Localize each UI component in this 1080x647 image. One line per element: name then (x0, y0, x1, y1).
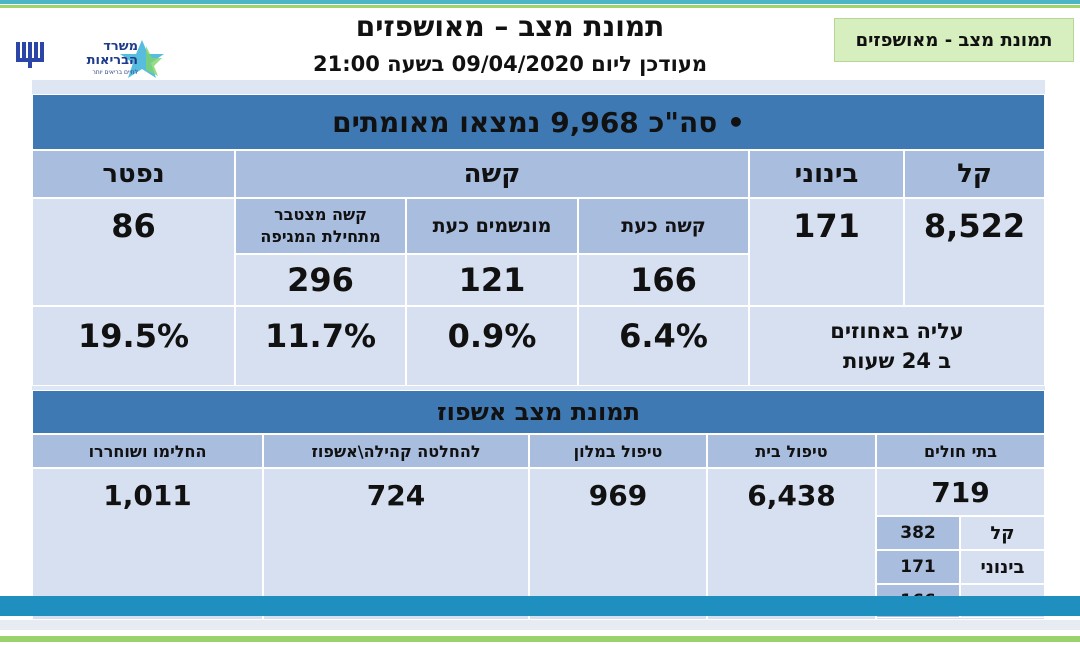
value-light: 8,522 (904, 198, 1045, 306)
header-hotel-care: טיפול במלון (529, 434, 707, 468)
breakdown-label-moderate: בינוני (960, 550, 1045, 584)
header-moderate: בינוני (749, 150, 904, 198)
value-home-care: 6,438 (707, 468, 876, 620)
pct-label-line1: עליה באחוזים (830, 319, 964, 343)
pct-increase-label: עליה באחוזים ב 24 שעות (749, 306, 1045, 386)
page-title: תמונת מצב – מאושפזים (355, 10, 665, 43)
bottom-stripe-green (0, 636, 1080, 642)
pct-severe-cumulative: 11.7% (235, 306, 406, 386)
header-recovered: החלימו ושוחררו (32, 434, 263, 468)
top-decorative-line (0, 0, 1080, 10)
header-severe: קשה (235, 150, 749, 198)
value-moderate: 171 (749, 198, 904, 306)
pct-ventilated-now: 0.9% (406, 306, 578, 386)
pct-severe-now: 6.4% (578, 306, 749, 386)
subheader-severe-now: קשה כעת (578, 198, 749, 254)
value-severe-now: 166 (578, 254, 749, 306)
logo-text: משרד הבריאות (86, 39, 138, 68)
header-deceased: נפטר (32, 150, 235, 198)
section-badge: תמונת מצב - מאושפזים (834, 18, 1074, 62)
subheader-ventilated-now: מונשמים כעת (406, 198, 578, 254)
header-home-care: טיפול בית (707, 434, 876, 468)
bottom-stripe-blue (0, 596, 1080, 616)
header-light: קל (904, 150, 1045, 198)
value-community-decision: 724 (263, 468, 529, 620)
breakdown-value-light: 382 (876, 516, 960, 550)
subheader-severe-cumulative: קשה מצטבר מתחילת המגיפה (235, 198, 406, 254)
header-hospitals: בתי חולים (876, 434, 1045, 468)
value-ventilated-now: 121 (406, 254, 578, 306)
value-deceased: 86 (32, 198, 235, 306)
pct-deceased: 19.5% (32, 306, 235, 386)
value-severe-cumulative: 296 (235, 254, 406, 306)
total-confirmed-banner: • סה"כ 9,968 נמצאו מאומתים (32, 94, 1045, 150)
ministry-logo: משרד הבריאות לחיים בריאים יותר (14, 36, 174, 82)
bottom-stripe-light (0, 620, 1080, 630)
header-community-decision: להחלטה קהילה\אשפוז (263, 434, 529, 468)
breakdown-value-moderate: 171 (876, 550, 960, 584)
value-hospitals: 719 (876, 468, 1045, 516)
menorah-star-logo-icon (16, 40, 164, 78)
update-timestamp: מעודכן ליום 09/04/2020 בשעה 21:00 (312, 52, 708, 76)
breakdown-label-light: קל (960, 516, 1045, 550)
value-hotel-care: 969 (529, 468, 707, 620)
logo-tagline: לחיים בריאים יותר (92, 69, 138, 76)
hospitalization-banner: תמונת מצב אשפוז (32, 390, 1045, 434)
value-recovered: 1,011 (32, 468, 263, 620)
pct-label-line2: ב 24 שעות (842, 349, 952, 373)
